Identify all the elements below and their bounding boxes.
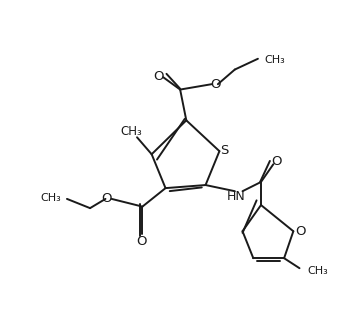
Text: O: O (210, 78, 221, 91)
Text: O: O (271, 155, 282, 168)
Text: CH₃: CH₃ (264, 55, 285, 65)
Text: O: O (295, 225, 305, 238)
Text: S: S (221, 144, 229, 157)
Text: O: O (137, 235, 147, 248)
Text: CH₃: CH₃ (40, 193, 61, 203)
Text: CH₃: CH₃ (120, 126, 142, 138)
Text: HN: HN (227, 190, 246, 203)
Text: O: O (102, 192, 112, 205)
Text: CH₃: CH₃ (307, 265, 328, 276)
Text: O: O (153, 70, 164, 83)
